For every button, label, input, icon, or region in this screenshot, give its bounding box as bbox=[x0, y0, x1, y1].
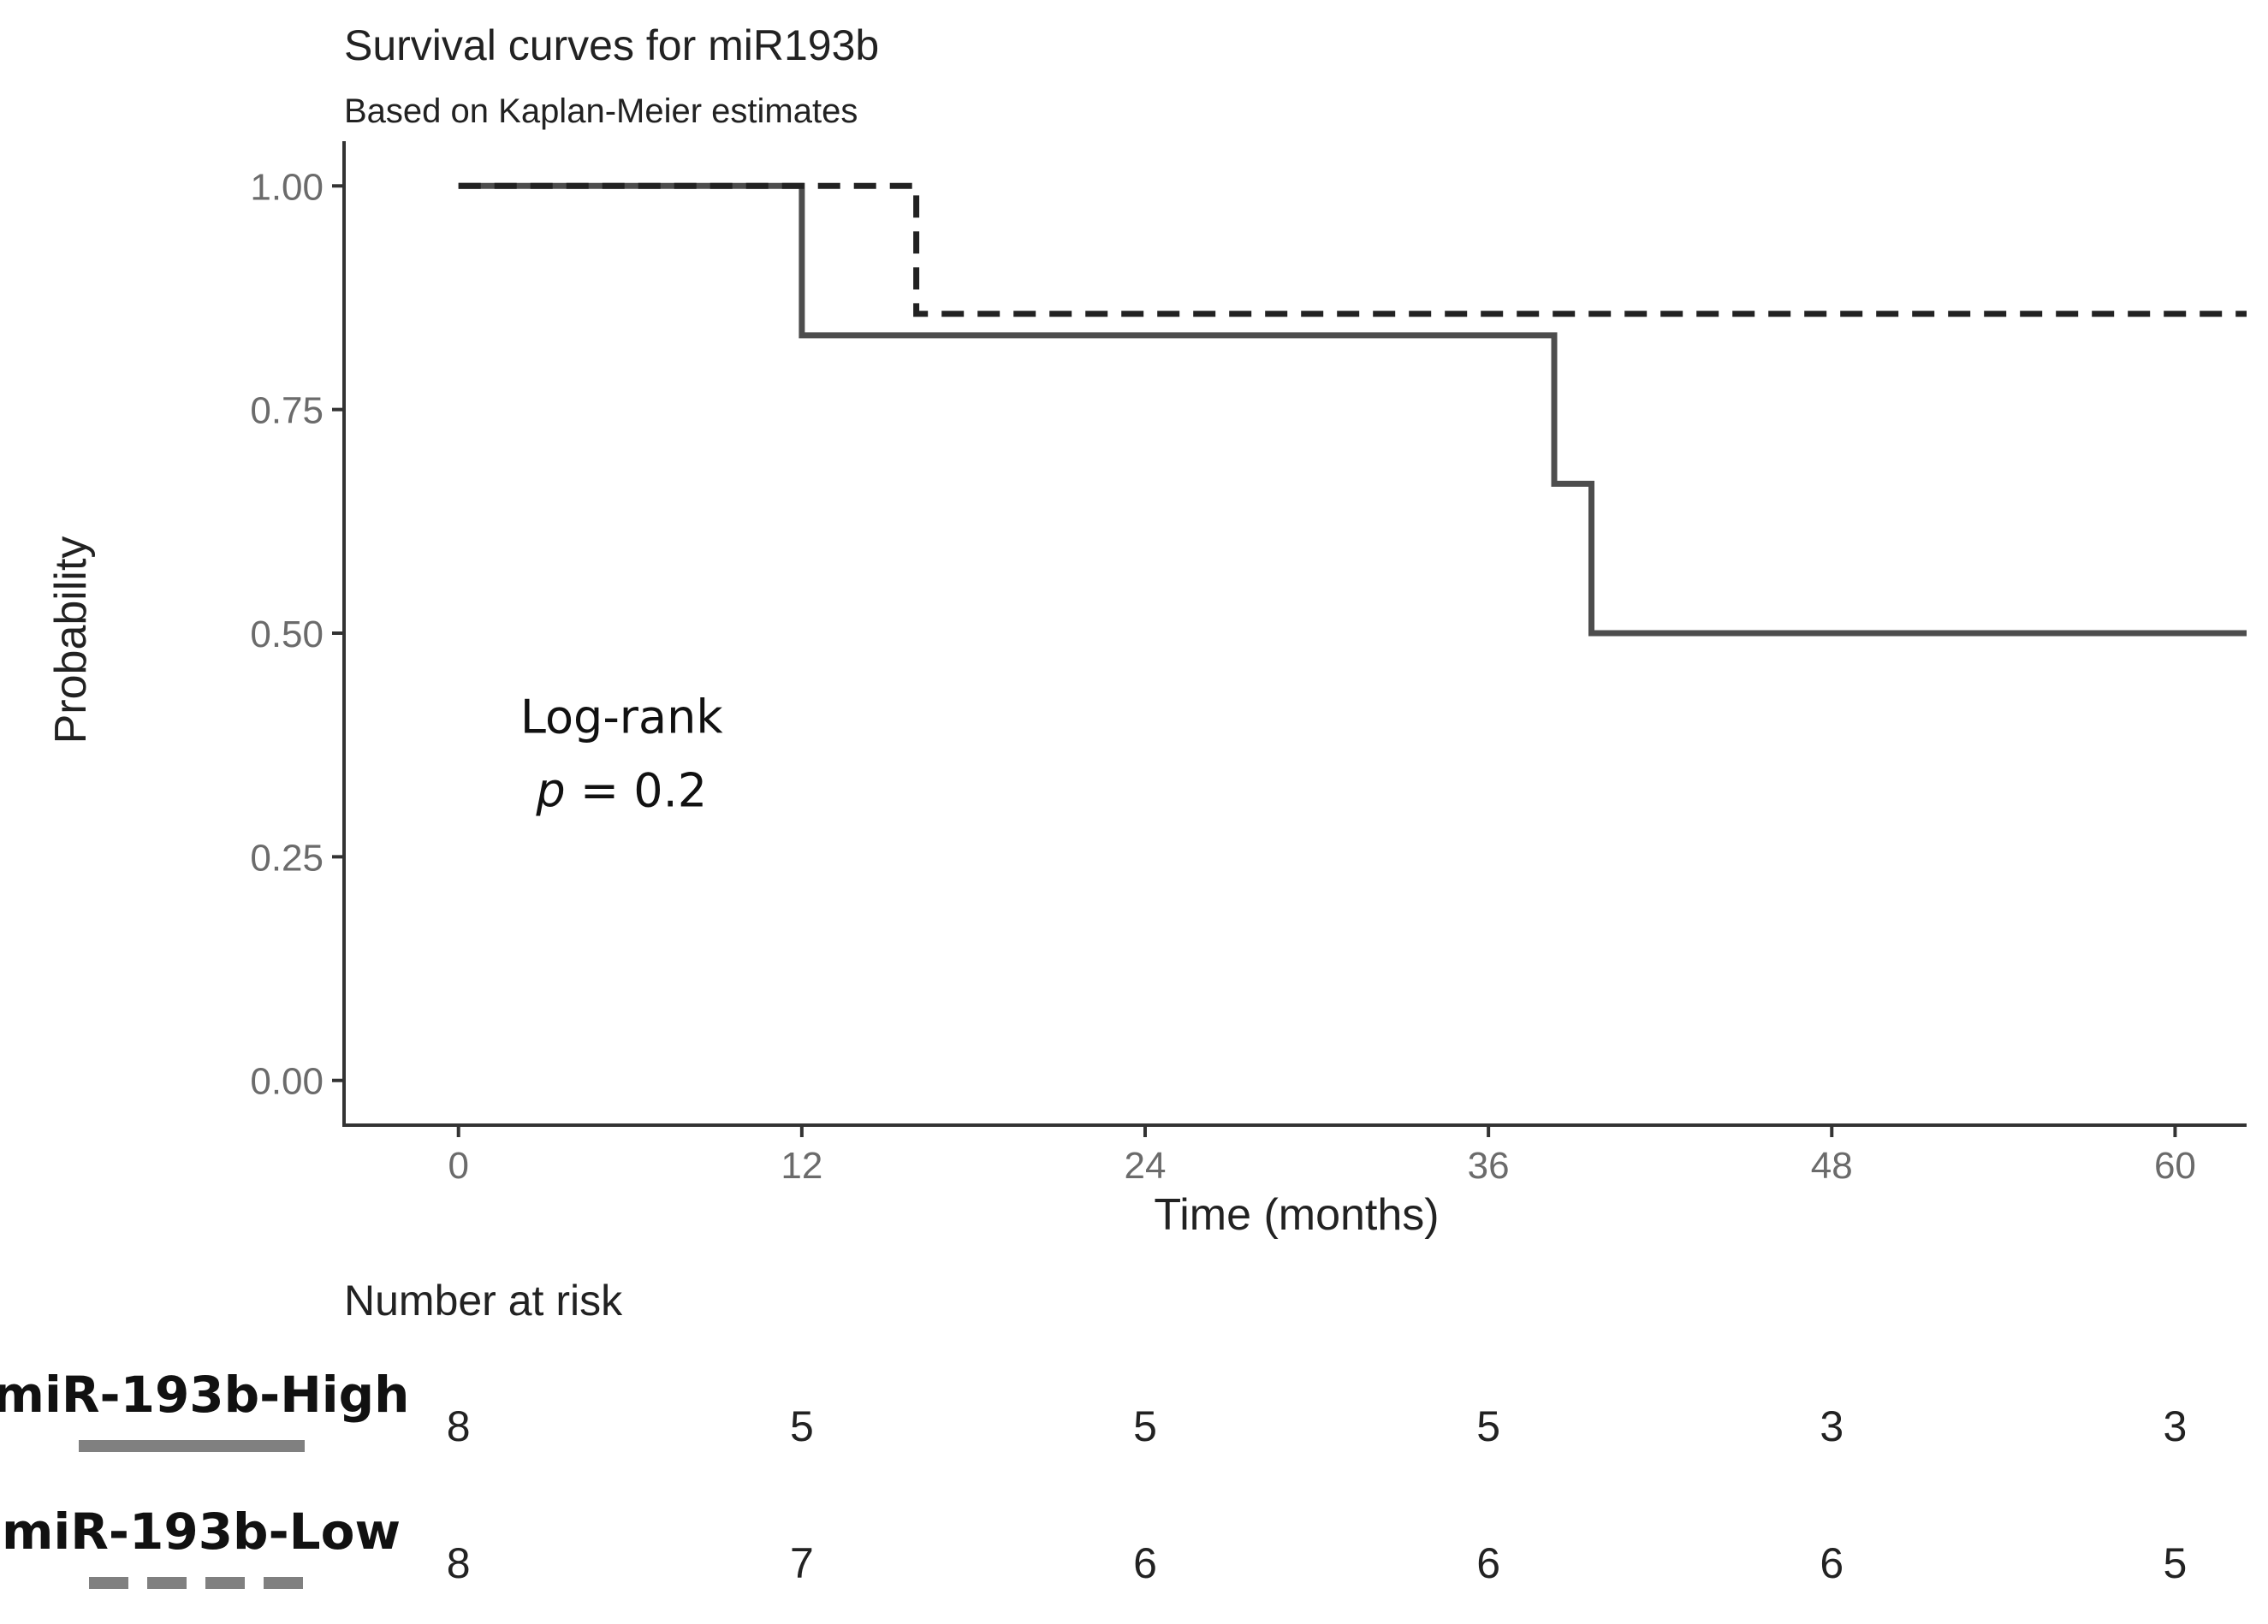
risk-count: 3 bbox=[2164, 1402, 2188, 1450]
y-tick-label: 0.00 bbox=[250, 1061, 324, 1103]
risk-count: 5 bbox=[1133, 1402, 1157, 1450]
x-tick-label: 12 bbox=[781, 1145, 822, 1187]
x-axis-ticks: 0 12 24 36 48 60 bbox=[448, 1125, 2196, 1187]
logrank-pvalue: p = 0.2 bbox=[535, 763, 707, 817]
x-tick-label: 36 bbox=[1468, 1145, 1510, 1187]
risk-count: 6 bbox=[1820, 1539, 1843, 1587]
curve-mir-193b-high bbox=[458, 182, 2247, 637]
risk-count: 8 bbox=[447, 1402, 471, 1450]
y-tick-label: 0.25 bbox=[250, 837, 324, 879]
risk-count: 6 bbox=[1133, 1539, 1157, 1587]
y-axis-ticks: 0.00 0.25 0.50 0.75 1.00 bbox=[250, 166, 344, 1103]
chart-subtitle: Based on Kaplan-Meier estimates bbox=[344, 92, 858, 130]
x-axis-label: Time (months) bbox=[1154, 1190, 1439, 1240]
y-tick-label: 1.00 bbox=[250, 166, 324, 208]
risk-count: 6 bbox=[1476, 1539, 1500, 1587]
p-symbol: p bbox=[535, 763, 565, 817]
y-tick-label: 0.75 bbox=[250, 390, 324, 432]
logrank-label: Log-rank bbox=[520, 690, 723, 744]
p-value-text: = 0.2 bbox=[566, 763, 707, 817]
risk-count: 8 bbox=[447, 1539, 471, 1587]
x-tick-label: 60 bbox=[2154, 1145, 2196, 1187]
risk-table-title: Number at risk bbox=[344, 1277, 623, 1325]
risk-count: 3 bbox=[1820, 1402, 1843, 1450]
chart-title: Survival curves for miR193b bbox=[344, 21, 879, 69]
risk-count: 5 bbox=[2164, 1539, 2188, 1587]
risk-count: 5 bbox=[790, 1402, 814, 1450]
risk-row-label: miR-193b-Low bbox=[2, 1502, 401, 1561]
y-tick-label: 0.50 bbox=[250, 613, 324, 655]
curve-mir-193b-low bbox=[458, 182, 2247, 317]
x-tick-label: 24 bbox=[1125, 1145, 1167, 1187]
x-tick-label: 0 bbox=[448, 1145, 468, 1187]
y-axis-label: Probability bbox=[46, 536, 96, 744]
risk-count: 5 bbox=[1476, 1402, 1500, 1450]
risk-row-label: miR-193b-High bbox=[0, 1366, 409, 1424]
x-tick-label: 48 bbox=[1811, 1145, 1853, 1187]
survival-curves bbox=[458, 182, 2247, 637]
risk-count: 7 bbox=[790, 1539, 814, 1587]
risk-table: miR-193b-High 8 5 5 5 3 3 miR-193b-Low 8 7 6 6 6 5 bbox=[0, 1366, 2188, 1589]
